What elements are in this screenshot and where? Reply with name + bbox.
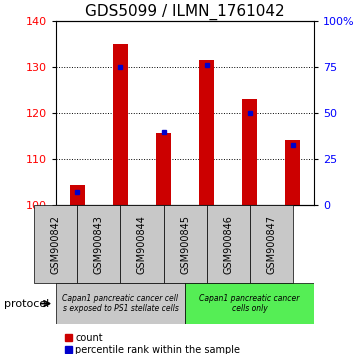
Text: Capan1 pancreatic cancer
cells only: Capan1 pancreatic cancer cells only [199,294,300,313]
Text: GSM900842: GSM900842 [51,215,61,274]
Text: GSM900846: GSM900846 [223,215,233,274]
FancyBboxPatch shape [164,205,206,283]
Text: Capan1 pancreatic cancer cell
s exposed to PS1 stellate cells: Capan1 pancreatic cancer cell s exposed … [62,294,178,313]
FancyBboxPatch shape [78,205,121,283]
Text: GSM900845: GSM900845 [180,215,190,274]
Text: GSM900843: GSM900843 [94,215,104,274]
Text: GSM900847: GSM900847 [266,215,276,274]
FancyBboxPatch shape [206,205,249,283]
FancyBboxPatch shape [249,205,292,283]
FancyBboxPatch shape [121,205,164,283]
Text: protocol: protocol [4,298,49,309]
Bar [199,60,214,205]
Bar [285,140,300,205]
Title: GDS5099 / ILMN_1761042: GDS5099 / ILMN_1761042 [85,4,285,20]
Bar [242,99,257,205]
Legend: count, percentile rank within the sample: count, percentile rank within the sample [61,329,244,354]
FancyBboxPatch shape [34,205,78,283]
Bar [113,44,128,205]
Bar [156,133,171,205]
FancyBboxPatch shape [185,283,314,324]
Text: GSM900844: GSM900844 [137,215,147,274]
FancyBboxPatch shape [56,283,185,324]
Bar [70,185,85,205]
